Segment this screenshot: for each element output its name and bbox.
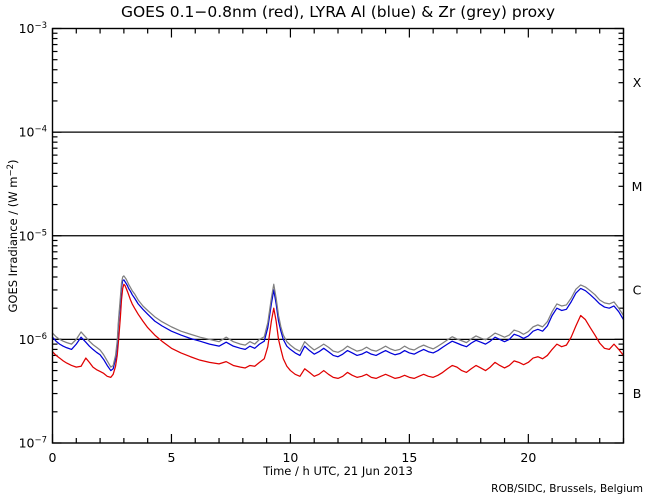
credit-text: ROB/SIDC, Brussels, Belgium <box>491 483 643 495</box>
x-tick-label: 0 <box>49 450 57 465</box>
flare-class-b: B <box>633 386 642 401</box>
x-tick-labels: 0 5 10 15 20 <box>49 450 537 465</box>
plot-frame <box>51 27 625 444</box>
data-series <box>51 275 625 380</box>
y-tick-label: 10−6 <box>19 332 47 347</box>
x-tick-label: 10 <box>282 450 298 465</box>
y-tick-label: 10−5 <box>19 228 47 243</box>
flare-class-m: M <box>632 179 643 194</box>
series-zr-proxy <box>51 275 625 368</box>
x-axis-label: Time / h UTC, 21 Jun 2013 <box>262 464 413 478</box>
x-tick-label: 20 <box>520 450 536 465</box>
flare-class-labels: X M C B <box>632 75 643 401</box>
reference-lines <box>52 131 624 341</box>
series-goes-0-1-0-8nm <box>51 283 625 380</box>
y-axis-label: GOES Irradiance / (W m−2) <box>6 159 20 312</box>
flare-class-c: C <box>633 282 642 297</box>
x-tick-label: 5 <box>167 450 175 465</box>
x-tick-label: 15 <box>401 450 417 465</box>
y-tick-labels: 10−3 10−4 10−5 10−6 10−7 <box>19 21 47 451</box>
y-tick-label: 10−3 <box>19 21 47 36</box>
flare-class-x: X <box>633 75 642 90</box>
y-tick-label: 10−7 <box>19 436 47 451</box>
chart-title: GOES 0.1−0.8nm (red), LYRA Al (blue) & Z… <box>121 3 555 21</box>
y-tick-label: 10−4 <box>19 125 47 140</box>
